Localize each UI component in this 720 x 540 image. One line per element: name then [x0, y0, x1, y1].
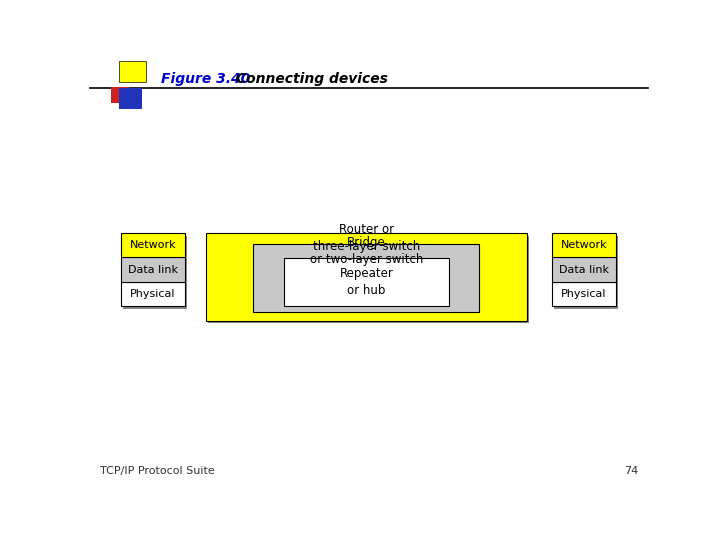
Text: Network: Network — [561, 240, 608, 251]
Bar — [253, 244, 480, 312]
Bar — [121, 233, 185, 258]
Bar — [552, 282, 616, 306]
Text: Router or
three-layer switch: Router or three-layer switch — [313, 224, 420, 253]
Bar — [123, 236, 187, 309]
Text: Connecting devices: Connecting devices — [236, 72, 388, 86]
Text: Data link: Data link — [559, 265, 609, 274]
Bar — [208, 236, 529, 323]
Text: Physical: Physical — [130, 289, 176, 299]
Text: TCP/IP Protocol Suite: TCP/IP Protocol Suite — [100, 467, 215, 476]
Bar — [119, 87, 143, 109]
Bar — [119, 60, 145, 82]
Bar — [554, 236, 618, 309]
Bar — [121, 258, 185, 282]
Text: Bridge
or two-layer switch: Bridge or two-layer switch — [310, 236, 423, 266]
Bar — [121, 282, 185, 306]
Text: 74: 74 — [624, 467, 638, 476]
Text: Physical: Physical — [562, 289, 607, 299]
Text: Figure 3.40: Figure 3.40 — [161, 72, 251, 86]
Bar — [552, 233, 616, 258]
Bar — [206, 233, 527, 321]
Bar — [284, 258, 449, 306]
Text: Repeater
or hub: Repeater or hub — [340, 267, 393, 297]
Text: Network: Network — [130, 240, 176, 251]
Bar — [552, 258, 616, 282]
Text: Data link: Data link — [127, 265, 178, 274]
Bar — [111, 87, 129, 103]
